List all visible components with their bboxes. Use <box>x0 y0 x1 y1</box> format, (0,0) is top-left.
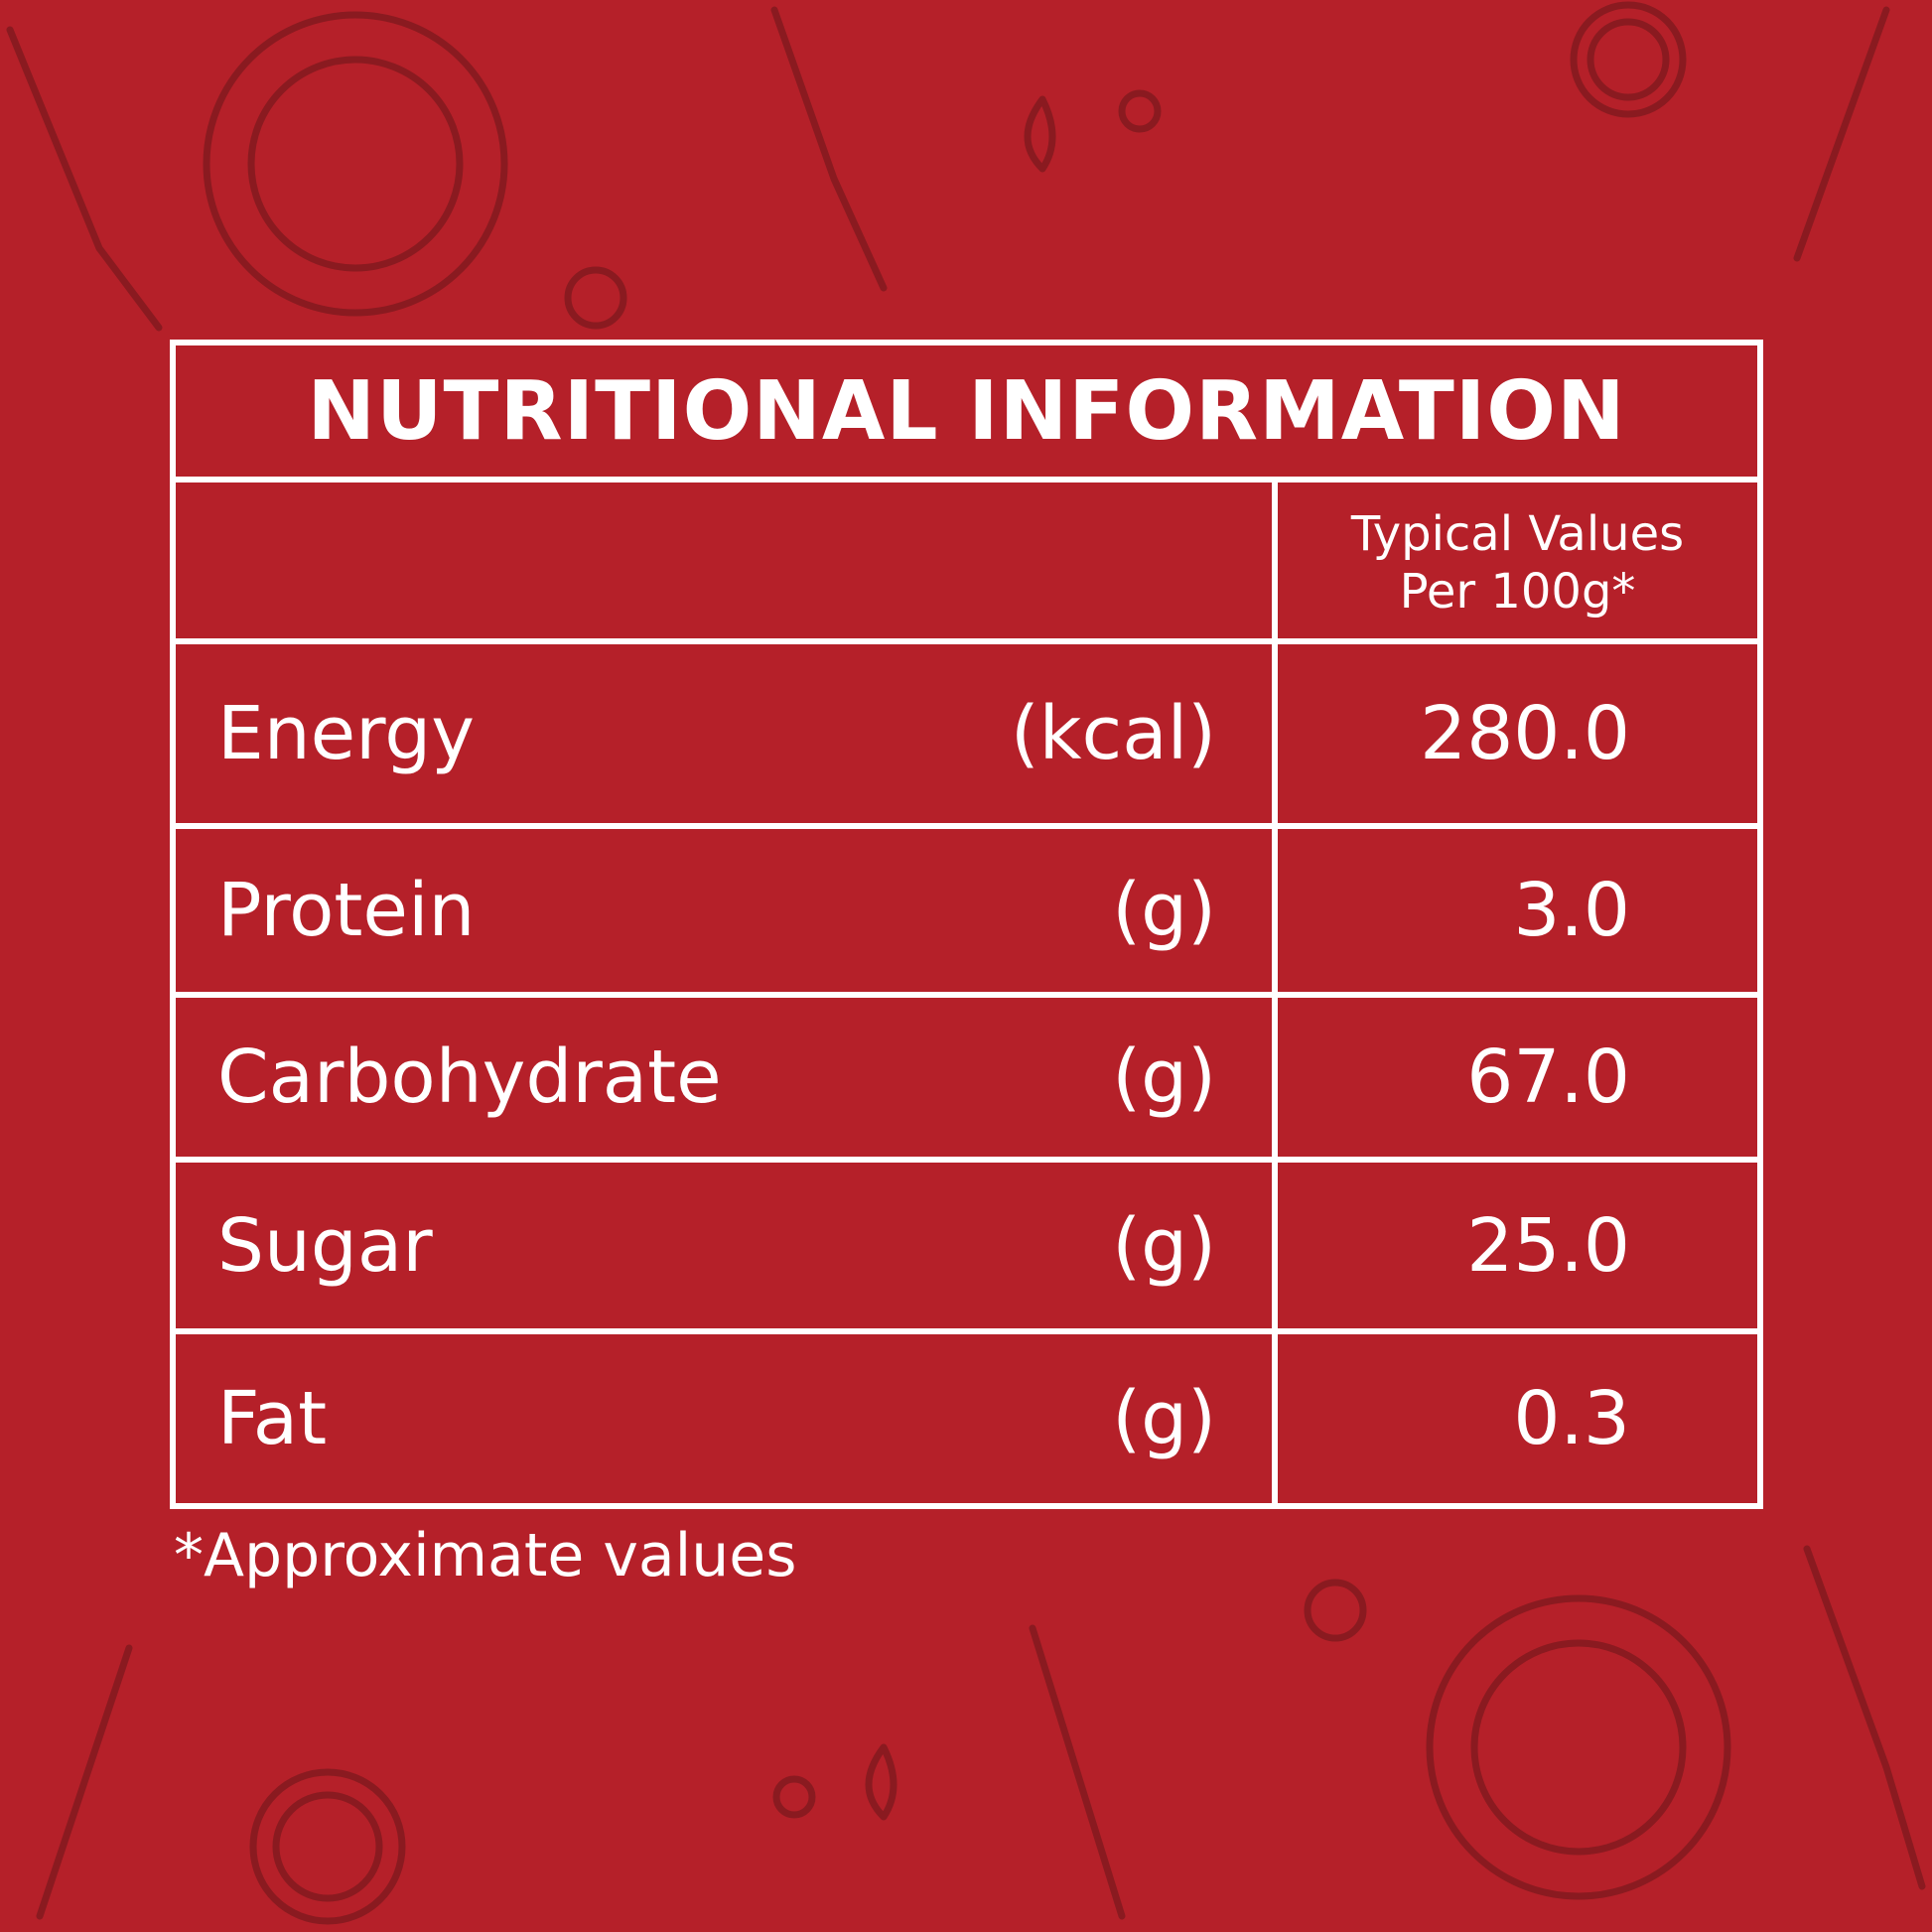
nutrient-value: 25.0 <box>1466 1202 1630 1289</box>
onion-icon <box>1570 1 1687 118</box>
nutrient-label: Protein <box>217 868 476 953</box>
nutrition-table: NUTRITIONAL INFORMATION Typical Values P… <box>170 340 1763 1509</box>
herb-stem-icon <box>1793 6 1890 262</box>
header-line-2: Per 100g* <box>1399 564 1636 620</box>
nutrient-label: Carbohydrate <box>217 1035 722 1120</box>
drop-icon <box>1024 95 1056 173</box>
nutrient-unit: (g) <box>1112 1035 1216 1120</box>
parsley-icon <box>770 6 888 292</box>
row-divider <box>176 1328 1757 1334</box>
nutrient-unit: (g) <box>1112 1202 1216 1289</box>
row-divider <box>176 638 1757 644</box>
parsley-icon <box>1029 1624 1126 1920</box>
row-divider <box>176 992 1757 998</box>
drop-icon <box>865 1743 897 1821</box>
pea-icon <box>772 1775 816 1819</box>
nutrient-unit: (g) <box>1112 868 1216 953</box>
nutrient-label: Fat <box>217 1376 328 1461</box>
pea-icon <box>1304 1579 1367 1642</box>
table-row: Protein (g) 3.0 <box>176 829 1757 992</box>
table-row: Sugar (g) 25.0 <box>176 1163 1757 1328</box>
table-title: NUTRITIONAL INFORMATION <box>176 345 1757 483</box>
column-header: Typical Values Per 100g* <box>1278 483 1757 643</box>
table-row: Carbohydrate (g) 67.0 <box>176 998 1757 1157</box>
footnote: *Approximate values <box>174 1521 797 1590</box>
nutrient-label: Sugar <box>217 1202 433 1289</box>
herb-stem-icon <box>6 26 163 332</box>
nutrient-value: 280.0 <box>1420 691 1630 776</box>
table-row: Fat (g) 0.3 <box>176 1334 1757 1503</box>
nutrient-label: Energy <box>217 691 476 776</box>
onion-icon <box>249 1768 406 1925</box>
tomato-slice-icon <box>203 11 508 317</box>
nutrient-value: 67.0 <box>1466 1035 1630 1120</box>
herb-stem-icon <box>1803 1545 1926 1890</box>
header-line-1: Typical Values <box>1350 506 1685 562</box>
nutrient-unit: (g) <box>1112 1376 1216 1461</box>
table-row: Energy (kcal) 280.0 <box>176 644 1757 823</box>
pea-icon <box>564 266 627 330</box>
pea-icon <box>1118 89 1162 133</box>
nutrient-unit: (kcal) <box>1010 691 1216 776</box>
row-divider <box>176 823 1757 829</box>
nutrient-value: 0.3 <box>1513 1376 1630 1461</box>
nutrient-value: 3.0 <box>1513 868 1630 953</box>
tomato-slice-icon <box>1426 1594 1731 1900</box>
herb-stem-icon <box>36 1644 133 1920</box>
row-divider <box>176 1157 1757 1163</box>
